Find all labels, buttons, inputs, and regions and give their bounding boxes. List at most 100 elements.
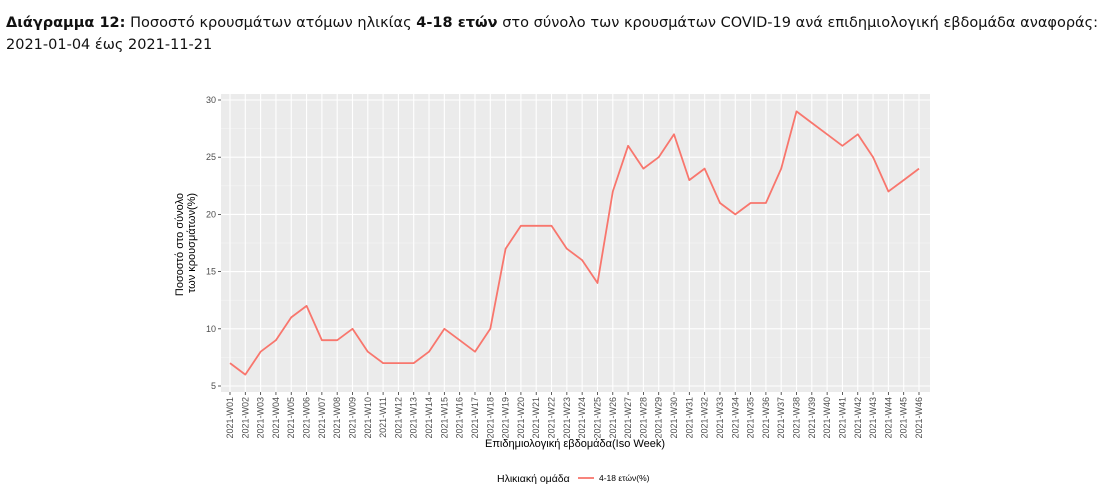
x-tick-label: 2021-W37 [776,397,786,439]
x-tick-label: 2021-W03 [256,397,266,439]
x-tick-label: 2021-W40 [822,397,832,439]
data-point [229,362,231,364]
data-point [367,350,369,352]
x-tick-label: 2021-W20 [516,397,526,439]
x-tick-label: 2021-W45 [899,397,909,439]
data-point [734,213,736,215]
y-tick-label: 10 [206,324,216,334]
x-tick-label: 2021-W35 [746,397,756,439]
x-tick-label: 2021-W44 [883,397,893,439]
data-point [826,133,828,135]
x-tick-label: 2021-W25 [592,397,602,439]
caption-text-after: στο σύνολο των κρουσμάτων COVID-19 ανά ε… [6,15,1098,53]
data-point [596,282,598,284]
x-tick-label: 2021-W02 [240,397,250,439]
data-point [489,328,491,330]
x-tick-label: 2021-W24 [577,397,587,439]
x-tick-label: 2021-W29 [654,397,664,439]
x-tick-label: 2021-W04 [271,397,281,439]
data-point [581,259,583,261]
data-point [749,202,751,204]
caption-colon: : [119,15,126,31]
data-point [627,145,629,147]
data-point [244,373,246,375]
data-point [765,202,767,204]
data-point [902,179,904,181]
x-tick-label: 2021-W13 [409,397,419,439]
data-point [351,328,353,330]
x-axis-title: Επιδημιολογική εβδομάδα(Iso Week) [485,438,665,450]
x-tick-label: 2021-W16 [455,397,465,439]
x-tick-label: 2021-W11 [378,397,388,438]
data-point [780,167,782,169]
y-tick-label: 30 [206,95,216,105]
x-tick-label: 2021-W39 [807,397,817,439]
data-point [566,248,568,250]
data-point [413,362,415,364]
data-point [688,179,690,181]
data-point [382,362,384,364]
x-tick-label: 2021-W30 [669,397,679,439]
data-point [520,225,522,227]
x-tick-label: 2021-W36 [761,397,771,439]
legend-entry-4-18: 4-18 ετών(%) [599,473,650,483]
data-point [458,339,460,341]
legend-title: Ηλικιακή ομάδα [497,473,570,485]
x-tick-label: 2021-W32 [700,397,710,439]
data-point [336,339,338,341]
data-point [857,133,859,135]
data-point [811,122,813,124]
caption-text-before: Ποσοστό κρουσμάτων ατόμων ηλικίας [130,15,417,31]
data-point [795,110,797,112]
data-point [887,190,889,192]
y-axis: 5 10 15 20 25 30 [206,95,221,391]
x-tick-label: 2021-W33 [715,397,725,439]
data-point [275,339,277,341]
y-tick-label: 5 [211,381,216,391]
x-tick-label: 2021-W05 [286,397,296,439]
caption-age-group: 4-18 ετών [416,15,498,31]
data-point [719,202,721,204]
x-tick-label: 2021-W18 [485,397,495,439]
y-axis-title: Ποσοστό στο σύνολο των κρουσμάτων(%) [174,190,198,296]
data-point [305,305,307,307]
x-tick-label: 2021-W38 [792,397,802,439]
caption-label: Διάγραμμα 12 [6,15,120,31]
figure-caption: Διάγραμμα 12: Ποσοστό κρουσμάτων ατόμων … [6,12,1098,56]
x-tick-label: 2021-W42 [853,397,863,439]
data-point [918,167,920,169]
data-point [535,225,537,227]
x-tick-label: 2021-W31 [684,397,694,439]
data-point [428,350,430,352]
data-point [612,190,614,192]
x-tick-label: 2021-W15 [439,397,449,439]
data-point [550,225,552,227]
x-tick-label: 2021-W19 [501,397,511,439]
x-tick-label: 2021-W26 [608,397,618,439]
data-point [259,350,261,352]
data-point [504,248,506,250]
x-tick-label: 2021-W17 [470,397,480,439]
grid-lines [221,94,930,392]
x-tick-label: 2021-W22 [547,397,557,439]
series-line-4-18 [229,110,920,376]
data-point [658,156,660,158]
data-point [703,167,705,169]
x-tick-label: 2021-W41 [837,397,847,439]
x-tick-label: 2021-W28 [638,397,648,439]
y-axis-title-line-1: Ποσοστό στο σύνολο [174,193,186,296]
x-tick-label: 2021-W21 [531,397,541,439]
data-point [673,133,675,135]
x-tick-label: 2021-W23 [562,397,572,439]
y-tick-label: 15 [206,267,216,277]
x-tick-label: 2021-W06 [302,397,312,439]
y-tick-label: 20 [206,209,216,219]
data-point [397,362,399,364]
y-axis-title-line-2: των κρουσμάτων(%) [186,193,198,293]
legend: Ηλικιακή ομάδα 4-18 ετών(%) [497,473,650,485]
x-tick-label: 2021-W10 [363,397,373,439]
data-point [443,328,445,330]
x-tick-label: 2021-W14 [424,397,434,439]
x-tick-label: 2021-W08 [332,397,342,439]
